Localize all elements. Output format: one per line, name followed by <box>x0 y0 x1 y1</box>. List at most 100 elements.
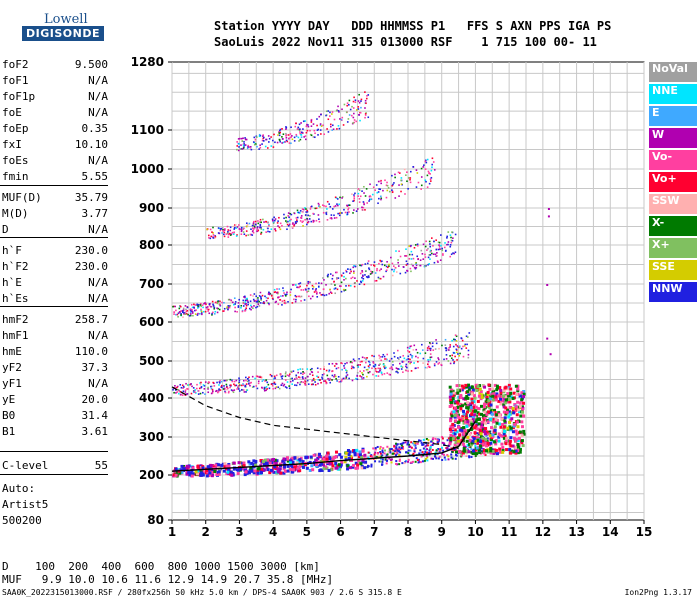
echo-point <box>212 234 215 236</box>
echo-point <box>465 347 468 349</box>
echo-point <box>386 453 389 456</box>
param-row: h`F2 230.0 <box>2 259 108 274</box>
echo-point <box>503 434 507 438</box>
echo-point <box>192 390 195 393</box>
echo-point <box>390 448 393 451</box>
echo-point <box>508 439 512 443</box>
echo-point <box>196 314 199 316</box>
echo-point <box>212 305 215 308</box>
echo-point <box>481 439 485 443</box>
echo-point <box>209 228 212 231</box>
echo-point <box>365 102 367 105</box>
echo-point <box>284 372 287 375</box>
echo-point <box>307 125 310 128</box>
echo-point <box>319 468 323 472</box>
echo-point <box>482 420 486 424</box>
echo-point <box>289 294 292 296</box>
echo-point <box>295 376 298 378</box>
echo-point <box>314 458 318 462</box>
echo-point <box>467 450 471 454</box>
echo-point <box>516 451 520 455</box>
echo-point <box>491 387 495 391</box>
echo-point <box>485 430 489 434</box>
logo-lowell: Lowell <box>44 12 88 27</box>
echo-point <box>257 301 259 304</box>
echo-point <box>505 387 509 391</box>
echo-point <box>343 365 345 367</box>
echo-point <box>343 289 345 292</box>
echo-point <box>272 470 276 474</box>
echo-point <box>377 191 380 193</box>
echo-point <box>464 402 468 406</box>
echo-point <box>499 434 503 438</box>
echo-point <box>378 357 381 360</box>
echo-point <box>472 404 476 408</box>
echo-point <box>353 451 357 455</box>
echo-point <box>274 291 277 293</box>
echo-point <box>250 304 252 307</box>
echo-point <box>276 469 280 473</box>
echo-point <box>346 370 348 372</box>
echo-point <box>380 372 383 374</box>
echo-point <box>256 470 260 474</box>
echo-point <box>370 463 373 466</box>
echo-point <box>518 401 522 405</box>
echo-point <box>351 361 353 364</box>
param-row: foE N/A <box>2 105 108 120</box>
echo-point <box>319 459 323 463</box>
echo-point <box>355 377 357 380</box>
echo-point <box>481 436 485 440</box>
echo-point <box>346 467 350 471</box>
echo-point <box>239 148 242 150</box>
echo-point <box>396 449 399 452</box>
echo-point <box>259 291 262 294</box>
echo-point <box>419 461 422 464</box>
echo-point <box>426 459 429 462</box>
echo-point <box>328 292 330 295</box>
param-name: foF1 <box>2 74 29 87</box>
echo-point <box>504 395 508 399</box>
y-tick-label: 400 <box>139 391 164 405</box>
echo-point <box>486 441 490 445</box>
echo-point <box>252 229 254 232</box>
echo-point <box>445 347 448 350</box>
echo-point <box>370 465 373 468</box>
echo-point <box>176 385 179 388</box>
echo-point <box>258 135 261 138</box>
echo-point <box>242 464 246 468</box>
echo-point <box>285 134 287 137</box>
echo-point <box>478 444 482 448</box>
echo-point <box>407 355 410 358</box>
echo-point <box>259 144 261 147</box>
param-value: 31.4 <box>81 409 109 422</box>
echo-point <box>482 405 486 409</box>
echo-point <box>327 131 330 133</box>
echo-point <box>405 451 408 454</box>
echo-point <box>321 378 324 380</box>
echo-point <box>378 354 380 357</box>
footer-file-info: SAA0K_2022315013000.RSF / 280fx256h 50 k… <box>2 588 402 597</box>
echo-point <box>487 383 491 387</box>
echo-point <box>380 197 383 200</box>
echo-point <box>511 444 515 448</box>
echo-point <box>443 358 445 361</box>
echo-point <box>277 303 280 306</box>
echo-point <box>371 271 374 273</box>
echo-point <box>420 441 423 444</box>
echo-point <box>214 235 217 238</box>
echo-point <box>232 233 235 235</box>
echo-point <box>400 365 402 368</box>
x-tick-label: 14 <box>602 525 619 539</box>
echo-point <box>316 291 318 294</box>
echo-point <box>515 413 519 417</box>
echo-point <box>470 390 474 394</box>
echo-point <box>274 228 276 230</box>
echo-point <box>429 349 432 352</box>
echo-point <box>475 427 479 431</box>
echo-point <box>257 229 260 232</box>
echo-point <box>507 410 511 414</box>
echo-point <box>456 351 458 354</box>
echo-point <box>349 454 353 458</box>
echo-point <box>371 367 373 370</box>
echo-point <box>214 310 217 313</box>
